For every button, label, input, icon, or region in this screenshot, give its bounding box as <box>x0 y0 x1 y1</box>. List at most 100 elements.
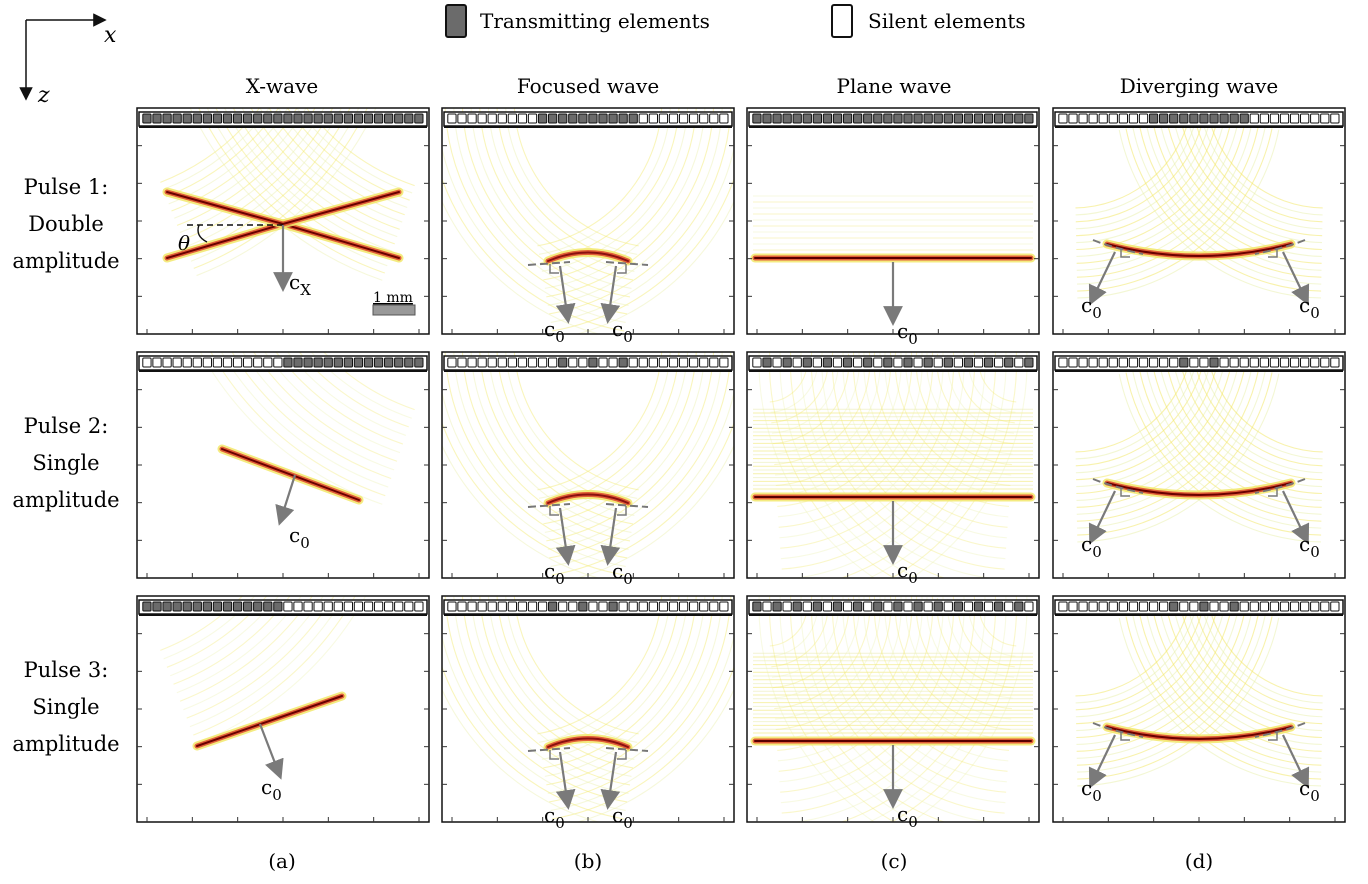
silent-element <box>953 357 964 368</box>
transmitting-element <box>414 113 424 124</box>
right-angle-marker <box>549 506 559 516</box>
transmitting-element <box>1004 357 1014 368</box>
silent-element <box>853 357 863 368</box>
silent-element <box>1159 601 1169 612</box>
silent-element <box>152 357 162 368</box>
transmitting-element <box>792 113 802 124</box>
c0-label: c0 <box>897 319 918 348</box>
transmitting-element <box>373 357 384 368</box>
transmitting-element <box>263 113 273 124</box>
transmitting-element <box>192 113 202 124</box>
transmitting-element <box>273 113 283 124</box>
transducer-array <box>1054 355 1344 372</box>
scale-bar <box>372 304 416 316</box>
transmitting-element <box>142 601 152 612</box>
panel-ticks <box>442 633 734 822</box>
transmitting-element <box>1179 113 1189 124</box>
propagation-arrow <box>275 474 297 526</box>
right-angle-marker <box>1268 248 1278 258</box>
transmitting-element <box>903 357 913 368</box>
silent-element <box>353 601 364 612</box>
silent-element <box>162 357 172 368</box>
silent-element <box>598 601 608 612</box>
silent-element <box>457 113 467 124</box>
transducer-array <box>443 355 733 372</box>
silent-element <box>182 357 192 368</box>
transmitting-element <box>1169 113 1179 124</box>
transmitting-element <box>303 357 313 368</box>
caption-c: (c) <box>881 849 908 873</box>
transmitting-element <box>943 113 953 124</box>
transmitting-element <box>842 113 853 124</box>
silent-element <box>752 357 762 368</box>
transmitting-element <box>253 601 263 612</box>
silent-element <box>1138 113 1149 124</box>
silent-element <box>782 601 792 612</box>
panel-frame <box>441 107 735 335</box>
silent-element <box>1249 357 1259 368</box>
transmitting-element <box>548 113 558 124</box>
silent-element <box>1330 113 1340 124</box>
c0-label: c0 <box>1081 776 1102 805</box>
silent-element <box>1310 601 1320 612</box>
silent-element <box>537 357 548 368</box>
propagation-arrow <box>258 723 284 780</box>
x-axis-label: x <box>104 23 117 48</box>
transmitting-element <box>363 357 374 368</box>
transmitting-element <box>323 357 333 368</box>
silent-element <box>1128 601 1139 612</box>
silent-element <box>527 601 538 612</box>
transmitting-element <box>232 601 243 612</box>
silent-element <box>709 601 719 612</box>
silent-element <box>1189 601 1199 612</box>
transmitting-element <box>973 601 984 612</box>
panel-grid <box>136 107 1346 823</box>
transducer-array <box>1054 111 1344 128</box>
silent-element <box>497 357 507 368</box>
transmitting-element <box>202 113 213 124</box>
silent-element <box>648 601 659 612</box>
panel-r3-c1 <box>136 595 430 823</box>
transmitting-element <box>343 113 354 124</box>
transmitting-element <box>537 113 548 124</box>
right-angle-marker <box>1120 731 1130 741</box>
silent-element <box>1279 113 1290 124</box>
transmitting-element <box>832 601 843 612</box>
propagation-arrow <box>555 265 576 324</box>
silent-element <box>457 601 467 612</box>
silent-element <box>1300 113 1310 124</box>
transmitting-element <box>1209 357 1219 368</box>
transducer-array <box>748 355 1038 372</box>
silent-element <box>477 601 487 612</box>
silent-element <box>477 357 487 368</box>
silent-element <box>1249 601 1259 612</box>
legend-transmitting-swatch <box>445 4 467 38</box>
silent-element <box>1310 113 1320 124</box>
silent-element <box>212 357 223 368</box>
propagation-arrow <box>555 751 576 810</box>
transmitting-element <box>303 113 313 124</box>
transmitting-element <box>172 113 182 124</box>
c0-label: c0 <box>612 317 633 346</box>
silent-element <box>1098 357 1108 368</box>
panel-r1-c2 <box>441 107 735 335</box>
silent-element <box>658 113 669 124</box>
transmitting-element <box>903 113 913 124</box>
transmitting-element <box>618 113 628 124</box>
propagation-arrow <box>1282 251 1310 306</box>
silent-element <box>1199 357 1209 368</box>
propagation-arrow <box>600 751 621 810</box>
silent-element <box>1108 113 1118 124</box>
transmitting-element <box>142 113 152 124</box>
silent-element <box>568 601 578 612</box>
silent-element <box>699 357 709 368</box>
silent-element <box>568 357 578 368</box>
transducer-array <box>748 599 1038 616</box>
silent-element <box>313 601 323 612</box>
silent-element <box>678 113 689 124</box>
silent-element <box>1118 357 1128 368</box>
silent-element <box>628 601 638 612</box>
right-angle-marker <box>1268 731 1278 741</box>
silent-element <box>1269 113 1280 124</box>
